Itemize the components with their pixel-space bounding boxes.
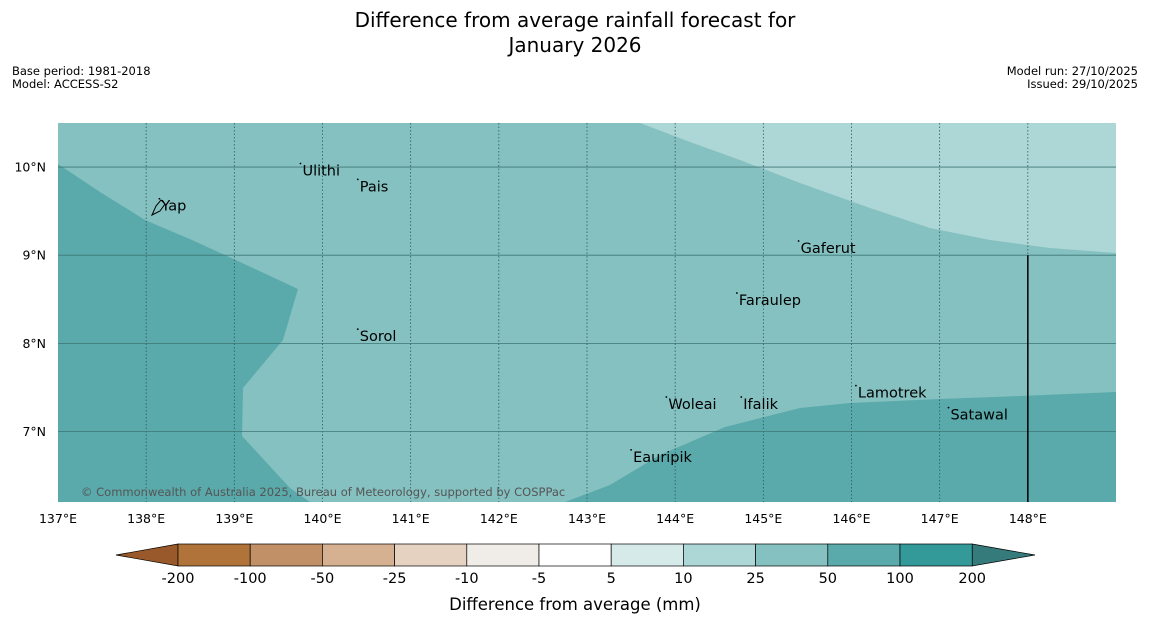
legend-extend-high: [971, 543, 1036, 567]
place-label: Sorol: [360, 329, 397, 345]
place-label: Ifalik: [743, 397, 778, 413]
lon-tick-label: 138°E: [127, 511, 165, 526]
legend-swatch: [394, 543, 468, 567]
lon-tick-label: 145°E: [744, 511, 782, 526]
lon-tick-label: 146°E: [832, 511, 870, 526]
legend-tick-label: -50: [311, 571, 335, 587]
map-area: Ulithi Pais Yap Gaferut Faraulep Sorol Lamotre…: [58, 123, 1116, 502]
lon-tick-label: 139°E: [215, 511, 253, 526]
legend-tick-label: 200: [958, 571, 986, 587]
legend-tick-label: -200: [162, 571, 195, 587]
place-label: Yap: [160, 199, 186, 215]
place-marker: [665, 396, 668, 398]
place-marker: [735, 292, 738, 294]
yap-island-shape: [150, 199, 166, 217]
lat-tick-label: 7°N: [22, 424, 46, 439]
place-label: Pais: [360, 179, 389, 195]
issued-date: Issued: 29/10/2025: [1027, 77, 1138, 91]
legend-tick-label: -100: [234, 571, 267, 587]
legend-swatch: [177, 543, 251, 567]
legend-tick-label: 50: [819, 571, 837, 587]
lon-tick-label: 140°E: [303, 511, 341, 526]
legend-tick-label: 5: [607, 571, 616, 587]
map-title: Difference from average rainfall forecas…: [0, 8, 1150, 58]
legend-tick-label: -10: [455, 571, 479, 587]
legend-swatch: [538, 543, 612, 567]
legend-swatch: [610, 543, 684, 567]
place-marker: [356, 328, 359, 331]
place-marker: [947, 406, 950, 409]
legend-tick-label: -25: [383, 571, 407, 587]
title-line-2: January 2026: [508, 33, 642, 57]
title-line-1: Difference from average rainfall forecas…: [354, 8, 796, 32]
place-marker: [630, 449, 632, 451]
legend-swatch: [466, 543, 540, 567]
place-label: Eauripik: [633, 450, 692, 466]
lon-tick-label: 148°E: [1009, 511, 1047, 526]
place-marker: [740, 396, 743, 398]
region-50-100-southeast: [565, 392, 1116, 502]
place-marker: [158, 197, 161, 200]
meta-left: Base period: 1981-2018 Model: ACCESS-S2: [12, 65, 151, 91]
model-run: Model run: 27/10/2025: [1006, 64, 1138, 78]
map-credit: © Commonwealth of Australia 2025, Bureau…: [81, 485, 565, 499]
place-marker: [797, 240, 800, 242]
meta-right: Model run: 27/10/2025 Issued: 29/10/2025: [1007, 65, 1138, 91]
place-label: Gaferut: [801, 241, 856, 257]
legend-tick-label: 25: [746, 571, 764, 587]
place-label: Woleai: [668, 397, 716, 413]
place-label: Lamotrek: [858, 386, 927, 402]
place-marker: [855, 384, 857, 387]
place-marker: [299, 162, 302, 165]
lon-tick-label: 147°E: [921, 511, 959, 526]
lon-tick-label: 143°E: [568, 511, 606, 526]
lon-tick-label: 144°E: [656, 511, 694, 526]
lon-tick-label: 137°E: [39, 511, 77, 526]
map-axes: 137°E 138°E 139°E 140°E 141°E 142°E 143°E 144°E…: [14, 160, 1046, 526]
model-name: Model: ACCESS-S2: [12, 77, 119, 91]
base-period: Base period: 1981-2018: [12, 64, 151, 78]
lat-tick-label: 10°N: [14, 160, 46, 175]
legend-title: Difference from average (mm): [449, 595, 701, 614]
lon-tick-label: 141°E: [392, 511, 430, 526]
legend-extend-low: [115, 543, 179, 567]
legend-swatch: [827, 543, 901, 567]
place-labels: Ulithi Pais Yap Gaferut Faraulep Sorol Lamotre…: [158, 162, 1008, 466]
place-label: Faraulep: [739, 293, 801, 309]
legend-tick-label: -5: [532, 571, 546, 587]
region-10-25: [640, 123, 1116, 253]
legend-swatch: [899, 543, 973, 567]
legend-swatch: [755, 543, 829, 567]
legend-tick-label: 10: [674, 571, 692, 587]
place-label: Ulithi: [302, 163, 340, 179]
lat-tick-label: 9°N: [22, 248, 46, 263]
colour-legend: -200 -100 -50 -25 -10 -5 5 10 25 50 100 200: [115, 543, 1036, 587]
lat-tick-label: 8°N: [22, 336, 46, 351]
legend-tick-label: 100: [886, 571, 914, 587]
legend-swatch: [683, 543, 756, 567]
legend-swatch: [322, 543, 395, 567]
place-marker: [356, 178, 359, 181]
region-50-100-west: [58, 164, 310, 502]
legend-swatch: [249, 543, 323, 567]
lon-tick-label: 142°E: [480, 511, 518, 526]
place-label: Satawal: [950, 408, 1007, 424]
